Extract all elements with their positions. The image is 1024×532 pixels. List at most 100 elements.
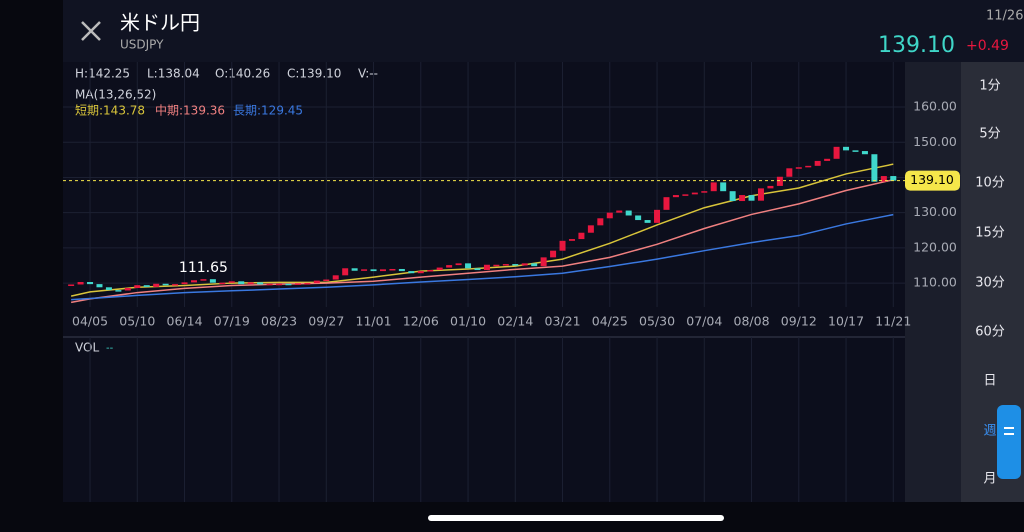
candle [852, 150, 859, 152]
close-button[interactable] [81, 21, 101, 41]
candle [417, 271, 424, 274]
candle [729, 191, 736, 202]
timeframe-option[interactable]: 5分 [979, 127, 1000, 142]
candle [162, 283, 169, 286]
home-indicator [428, 515, 724, 521]
candle [682, 194, 689, 196]
candle [294, 283, 301, 285]
candle [408, 271, 415, 274]
candle [644, 220, 651, 223]
candle [814, 160, 821, 166]
candle [228, 281, 235, 283]
candle [238, 281, 245, 285]
timeframe-option[interactable]: 15分 [975, 226, 1005, 241]
candle [568, 239, 575, 241]
x-tick-label: 12/06 [403, 314, 439, 329]
x-tick-label: 01/10 [450, 314, 486, 329]
volume-label: VOL [75, 341, 99, 355]
candle [757, 188, 764, 201]
legend-entry: 中期:139.36 [155, 103, 225, 118]
candle [654, 209, 661, 223]
candle [266, 283, 273, 286]
candle [332, 275, 339, 280]
candle [767, 185, 774, 189]
max-label: 111.65 [179, 260, 228, 276]
candle [861, 151, 868, 155]
timeframe-option[interactable]: 10分 [975, 176, 1005, 191]
candle [739, 195, 746, 202]
indicator-label: MA(13,26,52) [75, 88, 156, 102]
symbol: USDJPY [120, 38, 164, 52]
candle [805, 165, 812, 168]
candle [531, 263, 538, 267]
ohlc-low: L:138.04 [147, 67, 200, 81]
timeframe-option[interactable]: 60分 [975, 325, 1005, 340]
x-tick-label: 11/01 [356, 314, 392, 329]
x-tick-label: 08/08 [734, 314, 770, 329]
legend-entry: 長期:129.45 [233, 104, 303, 118]
candle [200, 279, 207, 281]
candle [209, 279, 216, 283]
candle [361, 269, 368, 271]
timeframe-option[interactable]: 週 [983, 424, 996, 439]
candle [247, 282, 254, 285]
x-tick-label: 09/27 [308, 314, 344, 329]
candle [105, 287, 112, 291]
candle [483, 264, 490, 271]
candle [701, 191, 708, 193]
candle [550, 250, 557, 258]
candle [285, 283, 292, 286]
candle [115, 290, 122, 292]
candle [597, 218, 604, 226]
time: 11/26 [986, 9, 1023, 24]
title: 米ドル円 [120, 11, 200, 35]
close-icon[interactable] [81, 21, 101, 41]
candle [68, 284, 75, 286]
candle [313, 280, 320, 284]
candle [616, 210, 623, 213]
y-tick-label: 130.00 [913, 204, 957, 219]
ma-line [71, 213, 894, 301]
candle [720, 182, 727, 192]
candle [427, 270, 434, 272]
candle [502, 264, 509, 266]
candle [446, 265, 453, 268]
change: +0.49 [966, 38, 1009, 54]
timeframe-option[interactable]: 月 [983, 472, 996, 487]
candle [474, 268, 481, 271]
candle [559, 240, 566, 251]
candle [540, 257, 547, 267]
candle [389, 268, 396, 271]
candle [172, 284, 179, 286]
candle [578, 232, 585, 240]
x-tick-label: 05/30 [639, 314, 675, 329]
candle [871, 154, 878, 182]
price-axis-bg [905, 62, 961, 502]
x-tick-label: 07/19 [214, 314, 250, 329]
candle [512, 264, 519, 266]
ohlc-volume: V:-- [358, 67, 378, 81]
ohlc-close: C:139.10 [287, 67, 341, 81]
candle [370, 269, 377, 272]
slider-handle[interactable] [997, 405, 1021, 479]
timeframe-option[interactable]: 30分 [975, 276, 1005, 291]
current-price-label: 139.10 [910, 172, 954, 187]
candle [153, 283, 160, 287]
candle [455, 263, 462, 266]
x-tick-label: 10/17 [828, 314, 864, 329]
candle [77, 282, 84, 285]
candle [795, 167, 802, 169]
timeframe-option[interactable]: 1分 [979, 79, 1000, 94]
candle [833, 146, 840, 159]
candle [87, 282, 94, 285]
volume-value: -- [106, 343, 114, 354]
candle [710, 182, 717, 192]
x-tick-label: 07/04 [686, 314, 722, 329]
candle [134, 285, 141, 288]
timeframe-option[interactable]: 日 [983, 374, 996, 389]
candle [786, 168, 793, 177]
candle [663, 197, 670, 210]
x-tick-label: 02/14 [497, 314, 533, 329]
current-price-box [905, 170, 960, 191]
